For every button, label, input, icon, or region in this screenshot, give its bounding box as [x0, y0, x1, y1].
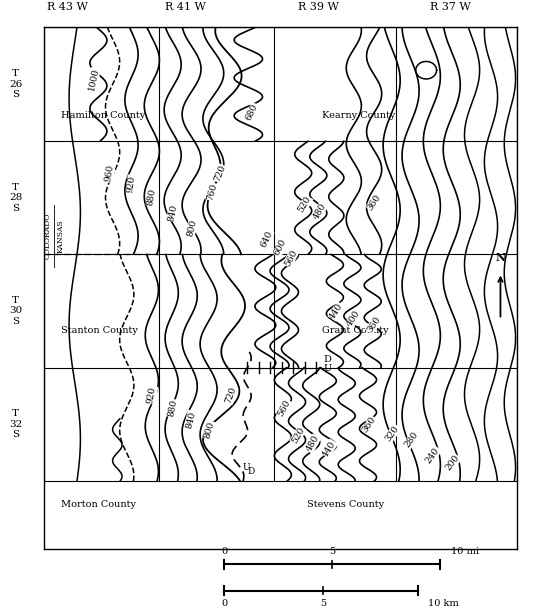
Text: 5: 5 [329, 547, 336, 556]
Text: 960: 960 [103, 164, 115, 183]
Text: 10 mi: 10 mi [450, 547, 478, 556]
Text: T
30
S: T 30 S [9, 296, 22, 326]
Text: Stevens County: Stevens County [306, 500, 384, 509]
Text: Kearny County: Kearny County [322, 110, 395, 120]
Text: 800: 800 [203, 420, 216, 440]
Text: 720: 720 [224, 386, 238, 404]
Text: T
26
S: T 26 S [9, 70, 22, 99]
Text: 0: 0 [221, 599, 228, 608]
Text: 520: 520 [296, 195, 313, 215]
Text: 680: 680 [244, 102, 260, 121]
Text: Morton County: Morton County [60, 500, 135, 509]
Text: 400: 400 [345, 309, 362, 328]
Text: 600: 600 [273, 238, 288, 257]
Text: R 39 W: R 39 W [298, 2, 339, 12]
Text: 440: 440 [321, 439, 338, 459]
Text: N: N [496, 252, 505, 263]
Text: 360: 360 [365, 315, 382, 334]
Text: T
32
S: T 32 S [9, 409, 22, 439]
Text: 760: 760 [205, 182, 218, 201]
Text: COLORADO: COLORADO [44, 213, 52, 259]
Text: 480: 480 [305, 434, 321, 453]
Text: R 41 W: R 41 W [166, 2, 206, 12]
Text: Stanton County: Stanton County [60, 326, 138, 336]
Text: T
28
S: T 28 S [9, 183, 22, 213]
Text: 800: 800 [185, 219, 198, 238]
Text: U: U [243, 463, 250, 472]
Text: 480: 480 [311, 201, 328, 221]
Text: 520: 520 [290, 426, 306, 445]
Text: 10 km: 10 km [428, 599, 459, 608]
Text: 0: 0 [221, 547, 228, 556]
Text: D: D [324, 354, 332, 364]
Text: R 37 W: R 37 W [431, 2, 471, 12]
Text: 360: 360 [366, 193, 383, 212]
Text: 840: 840 [167, 203, 179, 222]
Text: 280: 280 [403, 430, 420, 449]
Text: 880: 880 [167, 399, 179, 418]
Text: 200: 200 [444, 453, 461, 473]
Text: 360: 360 [361, 415, 378, 434]
Text: 640: 640 [258, 229, 274, 248]
Text: 5: 5 [320, 599, 326, 608]
Text: 240: 240 [424, 445, 442, 465]
Text: 320: 320 [384, 424, 401, 443]
Text: KANSAS: KANSAS [57, 219, 64, 253]
Text: 880: 880 [146, 188, 158, 206]
Text: U: U [323, 364, 332, 373]
Text: 1000: 1000 [87, 68, 101, 92]
Text: R 43 W: R 43 W [47, 2, 88, 12]
Text: D: D [248, 467, 255, 476]
Text: 840: 840 [184, 410, 197, 429]
Text: Grant County: Grant County [322, 326, 389, 336]
Text: 920: 920 [146, 386, 158, 404]
Text: Hamilton County: Hamilton County [60, 110, 145, 120]
Text: 920: 920 [126, 175, 137, 193]
Text: 560: 560 [276, 398, 293, 418]
Text: 720: 720 [213, 164, 227, 183]
Text: 560: 560 [283, 248, 299, 268]
Text: 440: 440 [328, 301, 345, 321]
